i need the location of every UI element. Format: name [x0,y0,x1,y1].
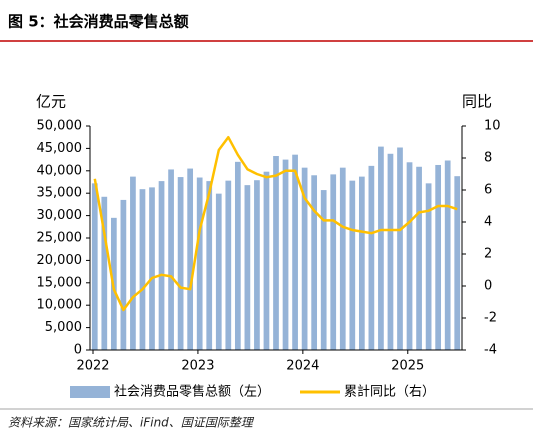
y-tick-label: 20,000 [37,253,83,268]
y2-tick-label: 0 [484,279,492,294]
y-tick-label: 30,000 [37,208,83,223]
bar [406,162,413,350]
bar [378,146,384,350]
bar [330,174,337,350]
source: 资料来源：国家统计局、iFind、国证国际整理 [8,416,255,430]
bar [339,167,346,350]
y2-axis-label: 同比 [462,93,492,111]
bar [206,181,213,350]
bar [282,159,289,350]
y-tick-label: 45,000 [37,141,83,156]
y2-tick-label: 10 [484,119,501,134]
y-tick-label: 25,000 [37,231,83,246]
x-tick-label: 2022 [76,359,109,374]
bar [301,167,308,350]
bar [225,180,232,350]
bar [101,196,108,350]
line [93,135,458,312]
bar [292,154,298,350]
legend-label: 社会消费品零售总额（左） [114,384,270,400]
y-axis-label: 亿元 [36,93,66,111]
bar [149,187,155,350]
bar [244,185,251,350]
bar [263,171,270,350]
y-tick-label: 50,000 [37,119,83,134]
bar [273,156,279,350]
bar [196,177,203,350]
x-tick-label: 2023 [181,359,214,374]
y2-tick-label: -4 [484,343,497,358]
y-tick-label: 10,000 [37,298,83,313]
y-tick-label: 0 [74,343,82,358]
bar [234,161,241,350]
bar [168,169,174,350]
bar [120,199,127,350]
bar [139,189,146,350]
bar [254,180,260,350]
legend-label: 累計同比（右） [344,384,435,400]
bar [387,153,394,350]
y-tick-label: 5,000 [45,320,82,335]
x-tick-label: 2025 [391,359,424,374]
x-tick-label: 2024 [286,359,319,374]
bar [435,164,442,350]
y2-tick-label: -2 [484,311,497,326]
bar [397,147,403,350]
legend-swatch [70,386,110,398]
y2-tick-label: 2 [484,247,492,262]
bar [425,183,432,350]
bar [368,165,375,350]
bar [177,177,184,350]
y2-tick-label: 8 [484,151,492,166]
bar [215,193,222,350]
y-tick-label: 40,000 [37,163,83,178]
y2-tick-label: 6 [484,183,492,198]
bar [358,176,365,350]
bar [187,168,194,350]
bar [320,190,327,350]
bar [311,175,318,350]
y2-tick-label: 4 [484,215,492,230]
bar [454,176,461,350]
bar [349,180,356,350]
bar [130,176,136,350]
bar [91,183,98,350]
y-tick-label: 15,000 [37,275,83,290]
bar [416,166,422,350]
chart-title: 图 5：社会消费品零售总额 [8,13,189,31]
y-tick-label: 35,000 [37,186,83,201]
bar [444,160,451,350]
bar [158,181,165,350]
